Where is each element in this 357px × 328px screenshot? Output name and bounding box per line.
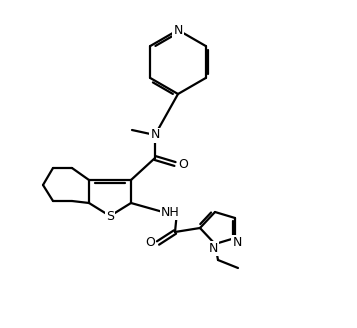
Text: S: S: [106, 210, 114, 222]
Text: N: N: [150, 129, 160, 141]
Text: N: N: [208, 241, 218, 255]
Text: O: O: [178, 157, 188, 171]
Text: N: N: [232, 236, 242, 249]
Text: O: O: [145, 236, 155, 250]
Text: N: N: [173, 24, 183, 36]
Text: NH: NH: [161, 206, 179, 218]
